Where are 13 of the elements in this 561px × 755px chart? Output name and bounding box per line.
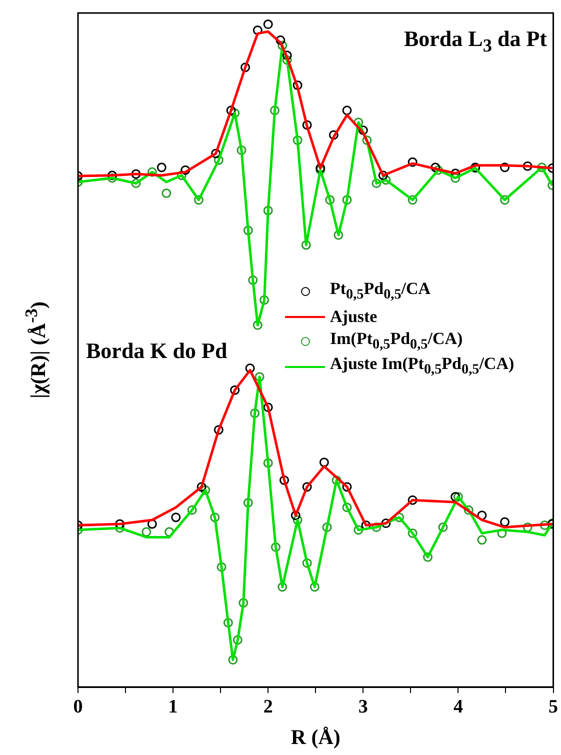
annotation: Borda K do Pd <box>86 338 228 364</box>
x-axis-title: R (Å) <box>290 724 340 749</box>
legend-label: Ajuste Im(Pt$_{0,5}$Pd$_{0,5}$/CA) <box>330 354 514 379</box>
legend-label: Ajuste <box>330 306 378 326</box>
x-tick-label: 4 <box>453 696 464 718</box>
x-tick-label: 3 <box>358 696 368 718</box>
legend-label: Im(Pt$_{0,5}$Pd$_{0,5}$/CA) <box>330 329 463 354</box>
x-tick-label: 0 <box>73 696 83 718</box>
annotation: Borda L$_{3}$ da Pt <box>404 26 547 56</box>
legend-label: Pt$_{0,5}$Pd$_{0,5}$/CA <box>330 279 431 304</box>
x-tick-label: 5 <box>548 696 558 718</box>
x-tick-label: 2 <box>263 696 273 718</box>
x-tick-label: 1 <box>168 696 178 718</box>
